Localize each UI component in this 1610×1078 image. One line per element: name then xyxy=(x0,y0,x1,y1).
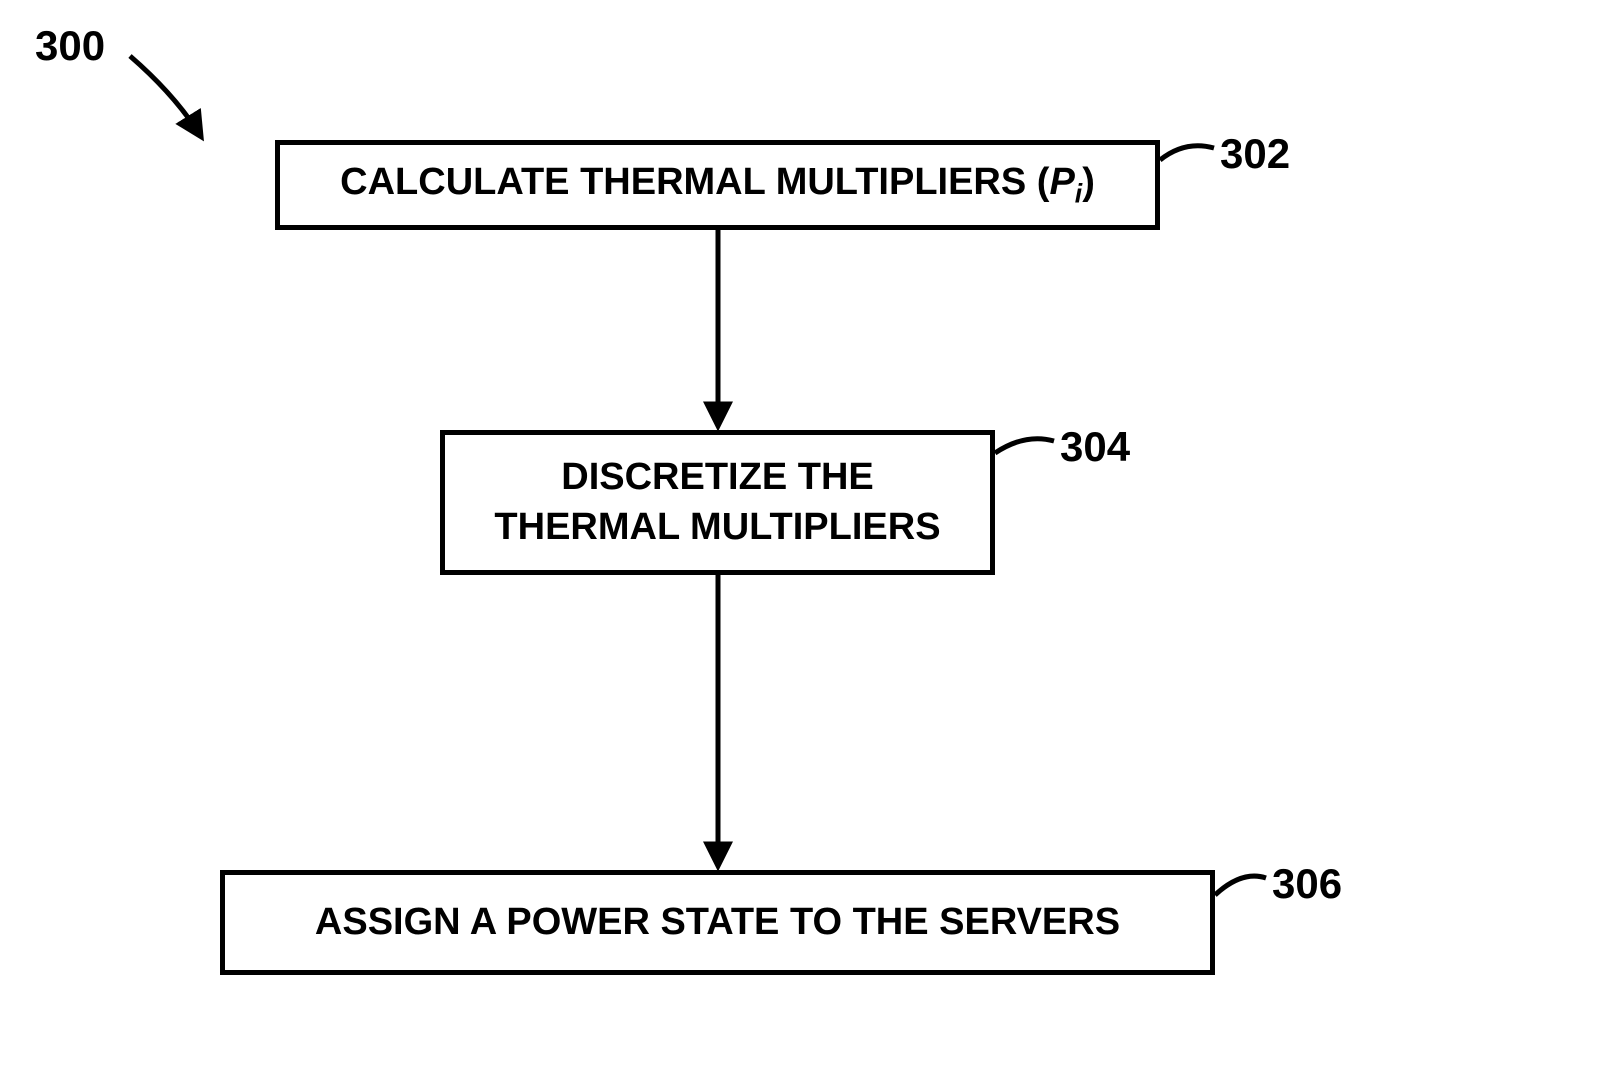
text-var: P xyxy=(1049,161,1074,203)
reference-label-306: 306 xyxy=(1272,860,1342,908)
box-text: DISCRETIZE THE THERMAL MULTIPLIERS xyxy=(465,453,970,552)
flowchart-box-calculate: CALCULATE THERMAL MULTIPLIERS (Pi) xyxy=(275,140,1160,230)
flowchart-box-assign: ASSIGN A POWER STATE TO THE SERVERS xyxy=(220,870,1215,975)
text-prefix: CALCULATE THERMAL MULTIPLIERS ( xyxy=(340,161,1049,203)
reference-label-304: 304 xyxy=(1060,423,1130,471)
figure-label: 300 xyxy=(35,22,105,70)
box-text: ASSIGN A POWER STATE TO THE SERVERS xyxy=(315,898,1120,947)
flowchart-box-discretize: DISCRETIZE THE THERMAL MULTIPLIERS xyxy=(440,430,995,575)
box-text: CALCULATE THERMAL MULTIPLIERS (Pi) xyxy=(340,158,1095,211)
reference-label-302: 302 xyxy=(1220,130,1290,178)
text-suffix: ) xyxy=(1082,161,1095,203)
